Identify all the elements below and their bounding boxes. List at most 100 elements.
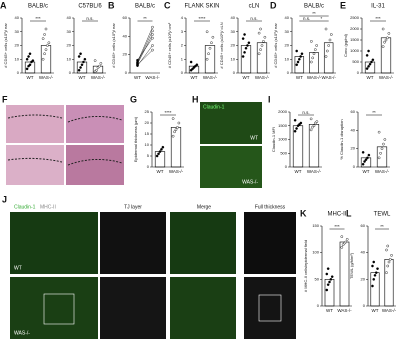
- bar: [154, 151, 166, 168]
- data-point: [205, 57, 209, 61]
- row-label: WAS-/-: [14, 330, 30, 336]
- data-point: [77, 55, 81, 58]
- sig-label: ***: [334, 224, 340, 229]
- y-tick-label: 0: [147, 164, 150, 169]
- data-point: [324, 27, 328, 31]
- y-tick-label: 50: [315, 276, 320, 281]
- data-point: [151, 29, 154, 33]
- y-axis-label: Claudin-1 MFI: [271, 127, 276, 152]
- bar: [76, 61, 88, 74]
- data-point: [260, 44, 264, 47]
- data-point: [171, 117, 175, 120]
- data-point: [95, 68, 98, 72]
- sig-label: ***: [375, 16, 381, 21]
- bar: [309, 52, 319, 74]
- data-point: [241, 55, 245, 58]
- y-tick-label: 15: [145, 131, 150, 136]
- y-tick-label: 1000: [278, 137, 288, 142]
- y-tick-label: 40: [123, 33, 128, 38]
- data-point: [151, 36, 154, 40]
- data-point: [383, 138, 387, 141]
- panel-letter: A: [0, 0, 7, 10]
- image: [200, 146, 262, 188]
- data-point: [257, 31, 261, 35]
- data-point: [246, 44, 249, 47]
- y-tick-label: 2000: [278, 109, 288, 114]
- y-tick-label: 1: [181, 56, 184, 61]
- bar: [380, 37, 392, 74]
- image: [6, 105, 64, 143]
- y-tick-label: 0: [17, 70, 20, 75]
- row-label: WT: [14, 265, 22, 271]
- data-point: [83, 57, 87, 61]
- data-point: [243, 33, 246, 36]
- panel-letter: H: [192, 94, 199, 104]
- data-point: [386, 264, 390, 268]
- data-point: [160, 148, 163, 151]
- data-point: [158, 150, 162, 153]
- x-tick-label: WAS-/-: [379, 75, 394, 80]
- y-tick-label: 20: [231, 43, 236, 48]
- data-point: [371, 284, 374, 288]
- data-point: [82, 60, 85, 64]
- y-tick-label: 5: [147, 153, 150, 158]
- image: [100, 212, 166, 274]
- x-tick-label: WAS-/-: [321, 75, 336, 80]
- bar: [170, 127, 182, 168]
- data-point: [312, 52, 316, 56]
- y-tick-label: 40: [15, 15, 20, 20]
- image: [10, 212, 98, 274]
- y-tick-label: 500: [352, 59, 359, 64]
- x-tick-label: WAS-/-: [375, 169, 390, 174]
- data-point: [31, 59, 35, 62]
- data-point: [136, 58, 139, 62]
- data-point: [79, 66, 82, 69]
- data-point: [329, 278, 333, 281]
- data-point: [384, 38, 388, 42]
- y-tick-label: 40: [361, 250, 366, 255]
- data-point: [195, 63, 199, 67]
- data-point: [390, 254, 393, 257]
- data-point: [43, 33, 46, 36]
- data-point: [257, 52, 261, 56]
- y-tick-label: 20: [15, 43, 20, 48]
- y-axis-label: # CD45+ cells (x10³)/ ear: [273, 23, 278, 68]
- data-point: [174, 128, 178, 131]
- panel-letter: B: [108, 0, 115, 10]
- y-axis-label: # CD45+ cells (x10³)/ ear: [111, 23, 116, 68]
- pair-line: [137, 49, 153, 65]
- data-point: [387, 32, 391, 35]
- data-point: [368, 62, 372, 66]
- data-point: [365, 54, 369, 57]
- data-point: [367, 49, 370, 53]
- data-point: [367, 153, 371, 157]
- data-point: [311, 56, 314, 60]
- chart-title: cLN: [249, 4, 260, 10]
- data-point: [99, 62, 103, 65]
- data-point: [315, 120, 319, 123]
- data-point: [325, 288, 329, 292]
- panel-letter: L: [346, 208, 352, 218]
- bar: [360, 157, 372, 168]
- column-label: Merge: [197, 204, 211, 210]
- y-tick-label: 30: [285, 29, 290, 34]
- panel-letter: J: [2, 194, 7, 204]
- data-point: [151, 33, 154, 36]
- data-point: [46, 44, 49, 47]
- y-tick-label: 60: [123, 15, 128, 20]
- image: [66, 105, 124, 143]
- data-point: [41, 57, 45, 61]
- data-point: [385, 271, 388, 274]
- y-tick-label: 20: [285, 43, 290, 48]
- x-tick-label: WAS-/-: [145, 75, 160, 80]
- y-tick-label: 30: [67, 29, 72, 34]
- data-point: [328, 280, 331, 284]
- bar: [294, 56, 305, 74]
- sig-label: n.s.: [86, 16, 93, 21]
- y-tick-label: 10: [67, 56, 72, 61]
- data-point: [77, 68, 81, 72]
- x-tick-label: WAS-/-: [169, 169, 184, 174]
- y-tick-label: 1500: [278, 123, 288, 128]
- sig-label: **: [372, 110, 376, 115]
- panel-letter: C: [164, 0, 171, 10]
